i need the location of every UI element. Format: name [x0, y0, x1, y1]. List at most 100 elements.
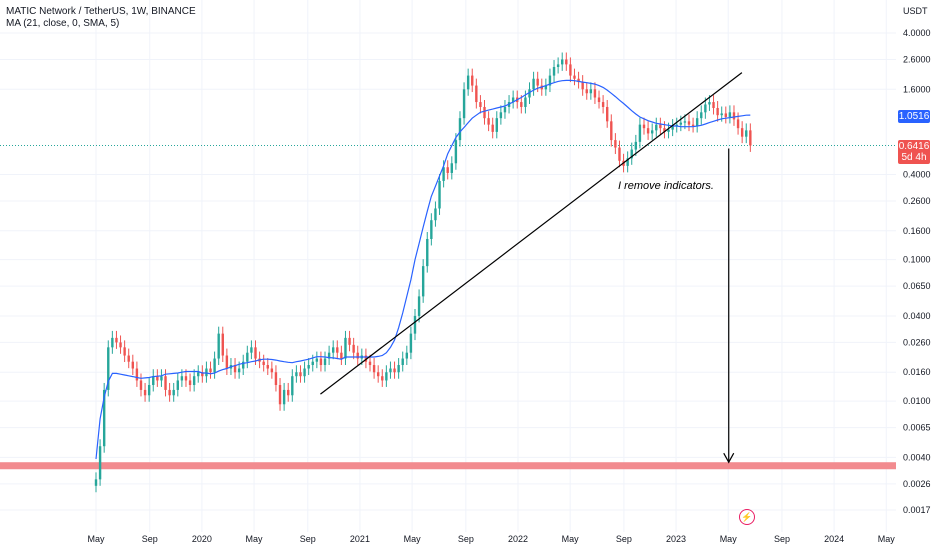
candle-body — [266, 365, 269, 369]
candle-body — [336, 347, 339, 353]
candle-body — [94, 479, 98, 486]
candle-body — [561, 59, 564, 65]
candle-body — [503, 106, 507, 113]
candle-body — [499, 112, 503, 119]
candle-body — [720, 113, 723, 116]
y-tick-label: 0.0160 — [903, 367, 931, 377]
ma-legend[interactable]: MA (21, close, 0, SMA, 5) — [6, 18, 120, 29]
candle-body — [638, 124, 642, 142]
candle-body — [466, 75, 470, 90]
candle-body — [282, 389, 286, 405]
candle-body — [372, 365, 376, 373]
candle-body — [577, 78, 580, 83]
countdown-value: 5d 4h — [901, 152, 927, 163]
candle-body — [695, 118, 699, 127]
candle-body — [405, 352, 409, 359]
candle-body — [532, 78, 535, 90]
candle-body — [287, 389, 290, 396]
current-price-tag: 0.6416 5d 4h — [898, 140, 930, 164]
candle-body — [749, 130, 752, 146]
candle-body — [704, 104, 707, 113]
arrow-head — [723, 452, 735, 464]
candle-body — [642, 124, 646, 129]
candle-body — [188, 380, 192, 386]
x-tick-label: May — [562, 534, 580, 544]
y-tick-label: 0.0017 — [903, 505, 931, 515]
x-tick-label: May — [878, 534, 896, 544]
x-tick-label: Sep — [616, 534, 632, 544]
candle-body — [536, 78, 539, 86]
x-tick-label: May — [87, 534, 105, 544]
y-tick-label: 0.0026 — [903, 479, 931, 489]
ma-line — [95, 79, 751, 460]
candle-body — [495, 118, 498, 132]
candle-body — [192, 376, 196, 386]
x-tick-label: May — [404, 534, 422, 544]
candle-body — [683, 121, 687, 123]
candle-body — [434, 208, 437, 221]
candle-body — [740, 128, 744, 137]
candle-body — [323, 358, 327, 366]
candle-body — [327, 352, 331, 359]
candle-body — [352, 344, 355, 353]
candle-body — [201, 372, 204, 377]
candle-body — [98, 446, 102, 480]
candle-body — [385, 372, 388, 381]
candle-body — [655, 124, 658, 131]
candle-body — [217, 333, 220, 359]
candle-body — [107, 347, 110, 390]
candle-body — [168, 389, 171, 396]
candle-body — [139, 380, 143, 390]
candle-body — [646, 128, 650, 134]
x-tick-label: 2023 — [666, 534, 686, 544]
price-axis[interactable]: 4.0000 2.6000 1.6000 0.4000 0.2600 0.1600 0.10… — [903, 28, 931, 515]
candle-body — [164, 376, 167, 390]
candle-body — [152, 376, 155, 386]
y-tick-label: 0.0065 — [903, 423, 931, 433]
candle-body — [160, 376, 163, 381]
candle-body — [413, 315, 417, 334]
x-tick-label: 2022 — [508, 534, 528, 544]
candle-body — [205, 368, 208, 377]
y-tick-label: 0.0260 — [903, 337, 931, 347]
candle-body — [426, 238, 429, 267]
lightning-bolt-icon[interactable]: ⚡ — [739, 509, 755, 525]
candle-body — [274, 372, 278, 386]
candle-body — [724, 113, 727, 117]
candle-body — [630, 149, 633, 159]
y-tick-label: 0.0400 — [903, 311, 931, 321]
candle-body — [462, 89, 466, 119]
candle-body — [111, 337, 114, 348]
candle-body — [438, 180, 441, 209]
candle-body — [409, 333, 413, 353]
candle-body — [728, 112, 732, 117]
candle-body — [446, 167, 449, 173]
candle-body — [679, 122, 683, 125]
y-tick-label: 1.6000 — [903, 84, 931, 94]
x-tick-label: Sep — [458, 534, 474, 544]
axis-unit: USDT — [903, 6, 928, 16]
candle-body — [278, 385, 282, 405]
candle-body — [311, 361, 314, 366]
candle-body — [131, 361, 135, 369]
candle-body — [250, 347, 253, 353]
candle-body — [745, 130, 748, 137]
candle-body — [417, 296, 421, 316]
candle-body — [364, 355, 368, 362]
candle-body — [299, 372, 302, 377]
candle-body — [650, 130, 654, 134]
candle-body — [511, 97, 515, 103]
x-tick-label: Sep — [300, 534, 316, 544]
time-axis[interactable]: May Sep 2020 May Sep 2021 May Sep 2022 May Sep 2023… — [87, 534, 895, 544]
candle-body — [397, 365, 400, 373]
symbol-title[interactable]: MATIC Network / TetherUS, 1W, BINANCE — [6, 6, 196, 17]
y-tick-label: 0.1600 — [903, 226, 931, 236]
candle-body — [524, 97, 527, 107]
candle-body — [626, 158, 629, 166]
candle-body — [135, 368, 139, 381]
candle-body — [270, 368, 274, 373]
trendline[interactable] — [320, 72, 743, 395]
annotation-text[interactable]: I remove indicators. — [618, 180, 714, 192]
candle-body — [376, 372, 380, 377]
